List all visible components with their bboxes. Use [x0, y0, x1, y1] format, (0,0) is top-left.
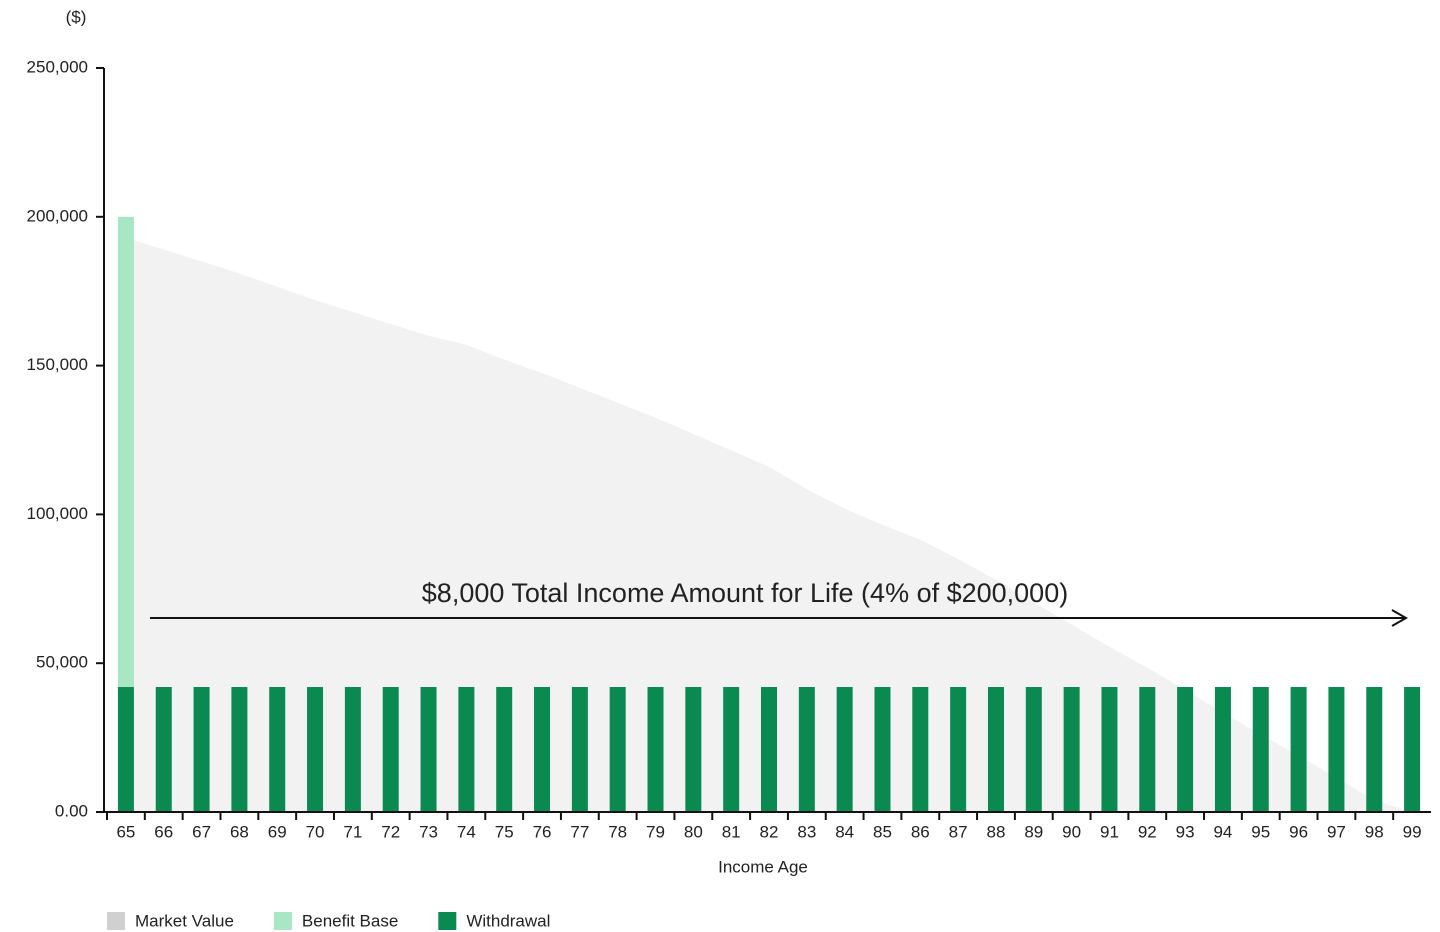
legend-swatch [107, 912, 125, 930]
x-tick-label: 97 [1327, 822, 1346, 841]
x-tick-label: 94 [1213, 822, 1232, 841]
bar [1025, 687, 1042, 812]
x-tick-label: 98 [1365, 822, 1384, 841]
y-tick-label: 250,000 [27, 57, 88, 76]
x-tick-label: 85 [873, 822, 892, 841]
bar [798, 687, 815, 812]
legend-swatch [438, 912, 457, 930]
x-tick-label: 68 [230, 822, 249, 841]
x-tick-label: 76 [533, 822, 552, 841]
bar [836, 687, 853, 812]
x-tick-label: 93 [1176, 822, 1195, 841]
bar [458, 687, 475, 812]
x-tick-label: 71 [343, 822, 362, 841]
bar [117, 216, 134, 688]
x-tick-label: 82 [760, 822, 779, 841]
annotation-arrowhead [1391, 609, 1409, 627]
bar [1177, 687, 1194, 812]
x-tick-label: 79 [646, 822, 665, 841]
x-tick-label: 66 [154, 822, 173, 841]
bar [1366, 687, 1383, 812]
x-tick-label: 92 [1138, 822, 1157, 841]
x-tick-label: 73 [419, 822, 438, 841]
x-tick-label: 88 [987, 822, 1006, 841]
bar [420, 687, 437, 812]
bar [117, 687, 134, 812]
legend-label: Benefit Base [302, 911, 398, 930]
bar [647, 687, 664, 812]
x-tick-label: 65 [116, 822, 135, 841]
x-tick-label: 90 [1062, 822, 1081, 841]
bar [344, 687, 361, 812]
x-tick-label: 67 [192, 822, 211, 841]
y-tick-label: 200,000 [27, 206, 88, 225]
legend-label: Withdrawal [466, 911, 550, 930]
bar [382, 687, 399, 812]
x-tick-label: 72 [381, 822, 400, 841]
bar [1063, 687, 1080, 812]
x-tick-label: 70 [306, 822, 325, 841]
x-tick-label: 84 [835, 822, 854, 841]
bar [1101, 687, 1118, 812]
bar [307, 687, 324, 812]
x-tick-label: 87 [949, 822, 968, 841]
bar [723, 687, 740, 812]
x-tick-label: 86 [911, 822, 930, 841]
x-tick-label: 91 [1100, 822, 1119, 841]
y-unit: ($) [66, 7, 87, 26]
bar [1290, 687, 1307, 812]
bar [231, 687, 248, 812]
bar [496, 687, 513, 812]
x-tick-label: 83 [797, 822, 816, 841]
x-tick-label: 78 [608, 822, 627, 841]
bar [609, 687, 626, 812]
y-tick-label: 100,000 [27, 504, 88, 523]
bar [685, 687, 702, 812]
x-tick-label: 77 [570, 822, 589, 841]
bar [1214, 687, 1231, 812]
y-tick-label: 0.00 [55, 801, 88, 820]
x-tick-label: 95 [1251, 822, 1270, 841]
bar [155, 687, 172, 812]
bar [950, 687, 967, 812]
x-tick-label: 75 [495, 822, 514, 841]
bar [269, 687, 286, 812]
y-tick-label: 50,000 [36, 653, 88, 672]
market-value-area [125, 237, 1413, 812]
bar [1252, 687, 1269, 812]
annotation: $8,000 Total Income Amount for Life (4% … [422, 578, 1068, 608]
bar [193, 687, 210, 812]
bar [761, 687, 777, 812]
bar [1139, 687, 1156, 812]
x-tick-label: 89 [1024, 822, 1043, 841]
y-tick-label: 150,000 [27, 355, 88, 374]
x-tick-label: 99 [1403, 822, 1422, 841]
bar [987, 687, 1004, 812]
bar [571, 687, 588, 812]
legend-label: Market Value [135, 911, 234, 930]
x-tick-label: 96 [1289, 822, 1308, 841]
x-tick-label: 80 [684, 822, 703, 841]
bar [1328, 687, 1345, 812]
bar [534, 687, 551, 812]
bar [912, 687, 929, 812]
x-tick-label: 81 [722, 822, 741, 841]
bar [874, 687, 891, 812]
x-tick-label: 74 [457, 822, 476, 841]
x-tick-label: 69 [268, 822, 287, 841]
x-axis-label: Income Age [718, 857, 808, 876]
bar [1404, 687, 1421, 812]
legend-swatch [273, 912, 292, 930]
